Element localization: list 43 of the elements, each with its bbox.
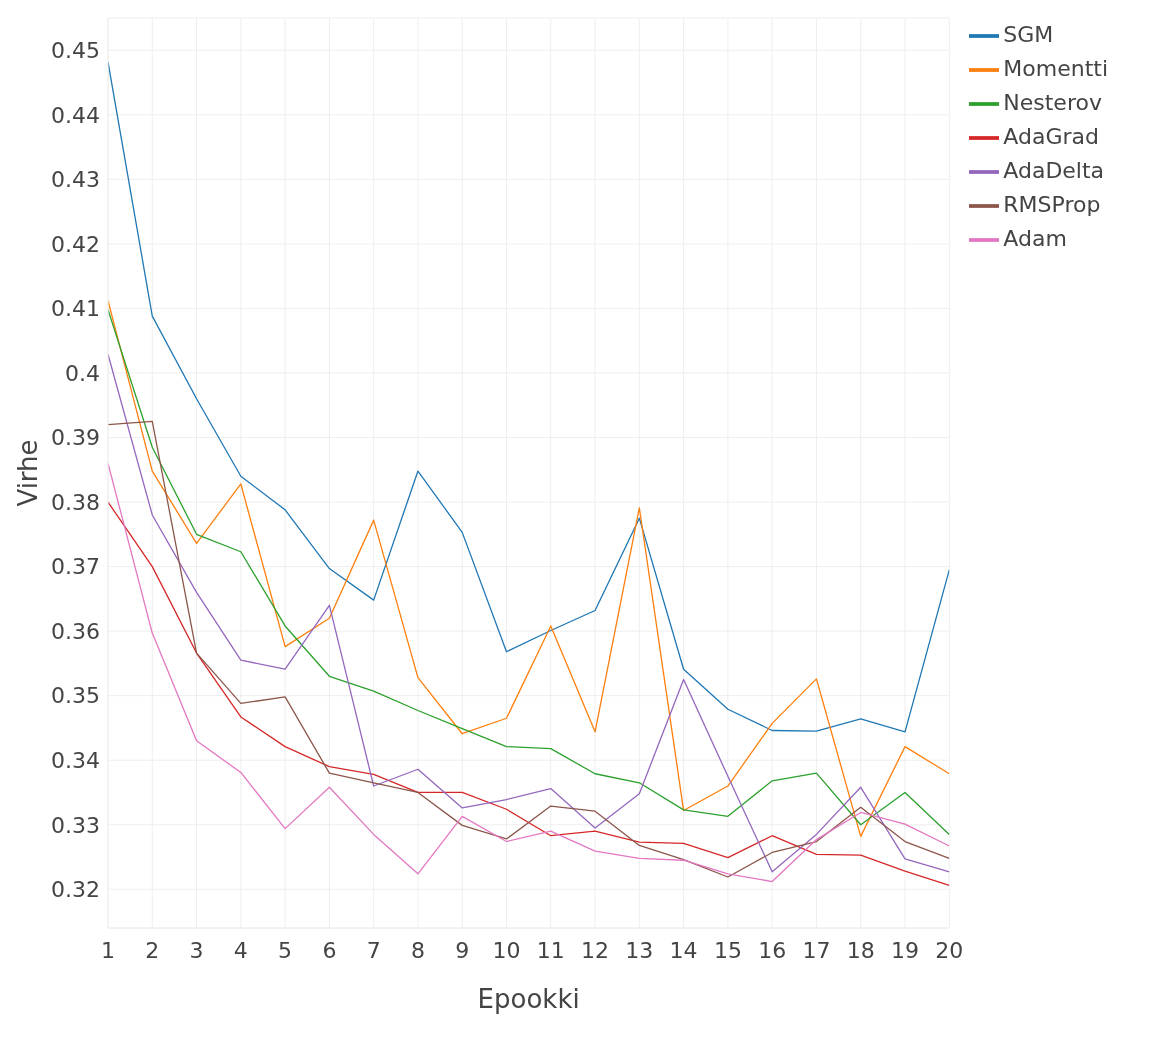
x-tick-label: 9 (455, 937, 470, 963)
x-tick-label: 18 (846, 937, 875, 963)
legend-label: Nesterov (1003, 90, 1102, 115)
legend-label: SGM (1003, 22, 1054, 47)
y-tick-label: 0.41 (51, 296, 100, 322)
x-tick-label: 14 (669, 937, 698, 963)
x-tick-label: 19 (891, 937, 919, 963)
y-tick-label: 0.39 (51, 425, 100, 451)
x-tick-label: 16 (758, 937, 787, 963)
y-axis-title: Virhe (13, 439, 44, 507)
legend-label: AdaGrad (1003, 124, 1099, 149)
y-tick-label: 0.45 (51, 38, 100, 64)
x-tick-label: 8 (410, 937, 425, 963)
x-tick-label: 4 (233, 937, 248, 963)
y-tick-label: 0.38 (51, 489, 100, 515)
x-tick-label: 11 (536, 937, 565, 963)
legend-label: AdaDelta (1003, 158, 1105, 183)
y-tick-label: 0.37 (51, 554, 100, 580)
y-tick-label: 0.32 (51, 877, 100, 903)
y-tick-label: 0.42 (51, 231, 100, 257)
x-tick-label: 17 (802, 937, 831, 963)
y-tick-label: 0.35 (51, 683, 100, 709)
y-tick-label: 0.43 (51, 167, 100, 193)
y-tick-label: 0.34 (51, 748, 100, 774)
legend-label: RMSProp (1003, 192, 1101, 217)
x-tick-label: 6 (322, 937, 337, 963)
x-tick-label: 3 (189, 937, 204, 963)
legend-label: Momentti (1003, 56, 1108, 81)
y-tick-label: 0.36 (51, 618, 100, 644)
x-tick-label: 5 (278, 937, 293, 963)
y-tick-label: 0.33 (51, 812, 100, 838)
x-tick-label: 7 (366, 937, 381, 963)
legend-label: Adam (1003, 226, 1067, 251)
x-tick-label: 12 (581, 937, 610, 963)
x-tick-label: 20 (935, 937, 964, 963)
x-axis-title: Epookki (477, 984, 580, 1014)
x-tick-label: 13 (625, 937, 654, 963)
y-tick-label: 0.4 (65, 360, 100, 386)
x-tick-label: 15 (713, 937, 742, 963)
x-tick-label: 1 (101, 937, 115, 963)
x-tick-label: 10 (492, 937, 521, 963)
y-tick-label: 0.44 (51, 102, 100, 128)
x-tick-label: 2 (145, 937, 160, 963)
